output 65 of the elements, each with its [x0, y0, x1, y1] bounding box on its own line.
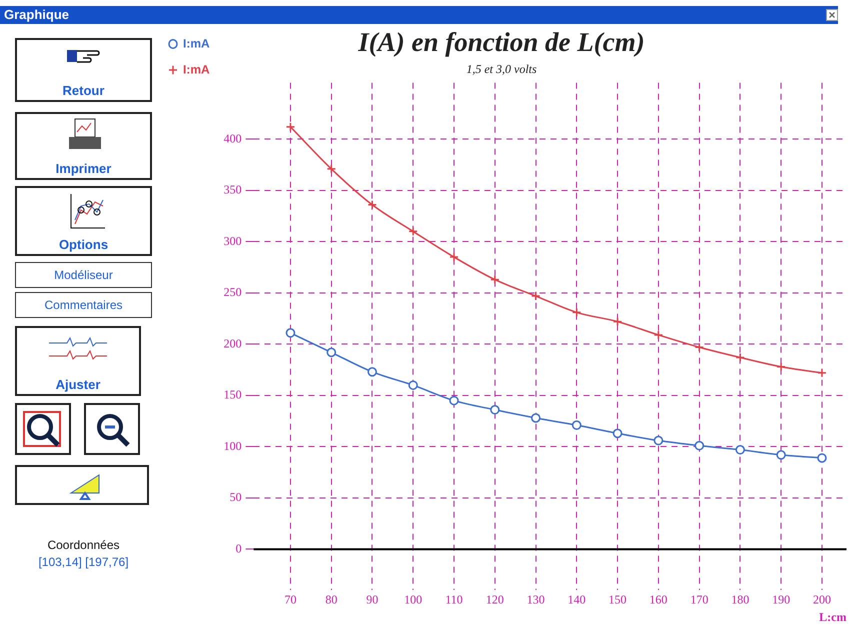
- text: Graphique: [0, 6, 838, 24]
- y-tick-label: 100: [224, 438, 242, 453]
- x-tick-label: 70: [284, 592, 296, 607]
- text: Commentaires: [15, 292, 152, 318]
- x-tick-label: 140: [568, 592, 586, 607]
- text: Ajuster: [54, 377, 102, 392]
- x-tick-label: 110: [445, 592, 463, 607]
- point: [490, 405, 500, 415]
- point: [326, 164, 336, 174]
- point: [449, 252, 459, 262]
- text: Retour: [62, 83, 106, 98]
- x-tick-label: 100: [404, 592, 422, 607]
- x-tick-label: 170: [690, 592, 708, 607]
- point: [531, 413, 541, 423]
- text: [103,14] [197,76]: [37, 555, 130, 569]
- point: [735, 445, 745, 455]
- point: [367, 367, 377, 377]
- point: [817, 453, 827, 463]
- y-tick-label: 350: [224, 182, 242, 197]
- point: [326, 348, 336, 358]
- legend-label: I:mA: [183, 36, 210, 50]
- y-tick-label: 50: [230, 490, 242, 504]
- point: [612, 428, 622, 438]
- point: [776, 450, 786, 460]
- y-tick-label: 0: [236, 541, 242, 556]
- text: Modéliseur: [15, 262, 152, 288]
- point: [367, 200, 377, 210]
- point: [408, 380, 418, 390]
- point: [408, 226, 418, 236]
- point: [286, 328, 296, 338]
- y-tick-label: 150: [224, 388, 242, 402]
- y-tick-label: 250: [224, 285, 242, 300]
- chart-title: I(A) en fonction de L(cm): [357, 27, 645, 58]
- x-tick-label: 180: [731, 592, 750, 607]
- point: [694, 440, 704, 450]
- x-tick-label: 190: [772, 592, 790, 607]
- point: [490, 274, 500, 284]
- x-tick-label: 160: [649, 592, 668, 607]
- point: [694, 342, 704, 352]
- x-tick-label: 200: [812, 592, 831, 607]
- y-tick-label: 300: [224, 234, 242, 248]
- x-axis-title: L:cm: [819, 610, 846, 624]
- point: [817, 368, 827, 378]
- point: [531, 291, 541, 301]
- point: [572, 420, 582, 430]
- point: [572, 308, 582, 318]
- y-tick-label: 200: [224, 336, 242, 350]
- text: Options: [58, 237, 110, 252]
- legend-label: I:mA: [183, 62, 210, 76]
- y-tick-label: 400: [224, 131, 242, 146]
- point: [612, 316, 622, 326]
- x-tick-label: 90: [366, 592, 378, 607]
- point: [654, 330, 664, 340]
- point: [776, 362, 786, 372]
- x-tick-label: 130: [526, 592, 545, 607]
- x-tick-label: 80: [325, 592, 338, 607]
- x-tick-label: 150: [608, 592, 627, 607]
- chart-subtitle: 1,5 et 3,0 volts: [466, 62, 537, 76]
- text: Coordonnées: [46, 538, 121, 552]
- point: [654, 436, 664, 446]
- point: [449, 396, 459, 406]
- point: [286, 122, 296, 132]
- point: [735, 352, 745, 362]
- text: Imprimer: [54, 161, 112, 176]
- x-tick-label: 120: [486, 592, 504, 607]
